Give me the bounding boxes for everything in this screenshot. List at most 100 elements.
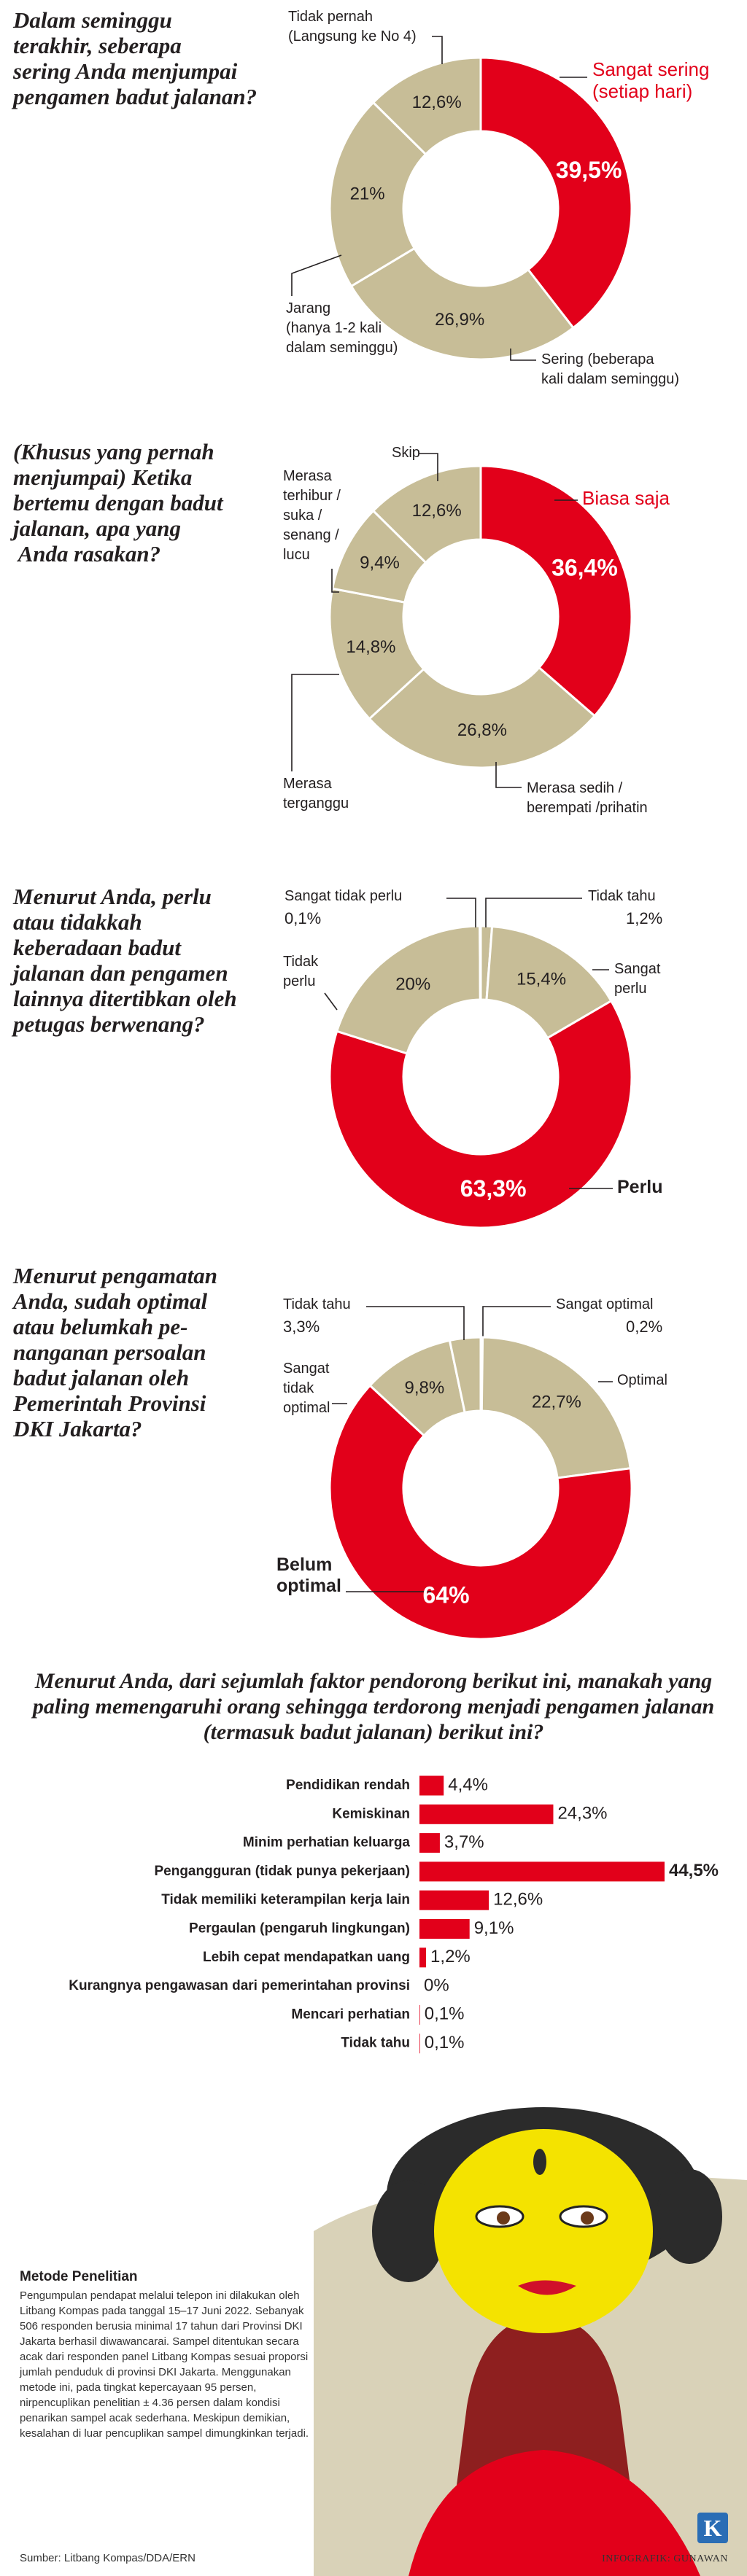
- value-label: 64%: [423, 1582, 470, 1608]
- bar-label: Lebih cepat mendapatkan uang: [203, 1950, 410, 1965]
- bar: [419, 2034, 420, 2054]
- slice-label: Sangat sering (setiap hari): [592, 58, 710, 102]
- donut-slice: [328, 587, 425, 720]
- logo: K: [697, 2513, 728, 2543]
- bar: [419, 1804, 554, 1824]
- bar-value-label: 3,7%: [444, 1832, 484, 1852]
- slice-label: Skip: [392, 445, 420, 461]
- bar-value-label: 0,1%: [425, 2004, 465, 2024]
- donut-slice: [480, 1336, 632, 1479]
- face: [434, 2129, 653, 2333]
- value-label: 9,4%: [360, 553, 400, 573]
- leader-line: [510, 349, 536, 361]
- value-label: 0,2%: [626, 1318, 663, 1336]
- bar-label: Kemiskinan: [332, 1806, 410, 1821]
- slice-label: Jarang (hanya 1-2 kali dalam seminggu): [286, 300, 398, 356]
- donut-slice: [479, 925, 482, 1001]
- hair-bun: [372, 2180, 445, 2282]
- donut-slice: [328, 101, 427, 288]
- slice-label: Tidak perlu: [283, 954, 319, 989]
- leader-line: [446, 898, 476, 927]
- bar-value-label: 4,4%: [448, 1775, 488, 1794]
- value-label: 12,6%: [412, 93, 462, 112]
- bar-chart-title: Menurut Anda, dari sejumlah faktor pendo…: [32, 1669, 715, 1744]
- pupil: [581, 2211, 594, 2225]
- leader-line: [432, 36, 443, 64]
- illustration: [314, 2107, 747, 2576]
- donut-slice: [371, 56, 482, 156]
- credit: INFOGRAFIK: GUNAWAN: [602, 2553, 728, 2564]
- value-label: 36,4%: [551, 555, 618, 581]
- mouth: [518, 2280, 576, 2295]
- value-label: 63,3%: [460, 1175, 527, 1202]
- bar: [419, 1775, 444, 1796]
- bar-label: Pendidikan rendah: [286, 1778, 410, 1793]
- bar-value-label: 24,3%: [557, 1804, 607, 1824]
- bar-label: Mencari perhatian: [291, 2007, 410, 2022]
- leader-line: [482, 1306, 551, 1339]
- slice-label: Belum optimal: [276, 1554, 341, 1596]
- value-label: 39,5%: [556, 157, 622, 183]
- bar: [419, 1833, 440, 1853]
- slice-label: Sangat optimal: [556, 1296, 654, 1312]
- value-label: 15,4%: [516, 970, 566, 989]
- slice-label: Sangat tidak perlu: [285, 888, 403, 904]
- hair-strand: [533, 2149, 546, 2175]
- slice-label: Sangat tidak optimal: [283, 1361, 330, 1416]
- leader-line: [291, 674, 339, 771]
- slice-label: Merasa terganggu: [283, 776, 349, 812]
- bar-value-label: 44,5%: [669, 1861, 719, 1880]
- donut-slice: [479, 56, 633, 330]
- donut-slice: [371, 464, 482, 564]
- bar-label: Tidak memiliki keterampilan kerja lain: [161, 1892, 410, 1907]
- leader-line: [324, 992, 338, 1011]
- slice-label: Tidak tahu: [283, 1296, 351, 1312]
- bar: [419, 1947, 427, 1968]
- question: Menurut Anda, perlu atau tidakkah kebera…: [13, 884, 237, 1037]
- bar-value-label: 1,2%: [430, 1947, 471, 1966]
- question: (Khusus yang pernah menjumpai) Ketika be…: [13, 439, 223, 567]
- value-label: 12,6%: [412, 501, 462, 521]
- slice-label: Biasa saja: [582, 487, 670, 509]
- slice-label: Tidak tahu: [588, 888, 656, 904]
- value-label: 14,8%: [346, 637, 395, 657]
- leader-line: [291, 254, 342, 296]
- bar: [419, 1861, 665, 1882]
- bar-value-label: 0,1%: [425, 2033, 465, 2052]
- value-label: 22,7%: [532, 1392, 581, 1412]
- bar-value-label: 9,1%: [474, 1918, 514, 1938]
- leader-line: [485, 898, 582, 927]
- leader-line: [419, 453, 438, 481]
- value-label: 0,1%: [285, 909, 322, 927]
- value-label: 21%: [350, 184, 385, 204]
- donut-slice: [335, 925, 481, 1055]
- slice-label: Perlu: [617, 1177, 663, 1197]
- value-label: 9,8%: [405, 1378, 445, 1398]
- bar: [419, 1919, 470, 1939]
- methodology-title: Metode Penelitian: [20, 2269, 138, 2284]
- slice-label: Merasa terhibur / suka / senang / lucu: [283, 468, 341, 563]
- donut-slice: [328, 1384, 633, 1641]
- question: Dalam seminggu terakhir, seberapa sering…: [13, 7, 258, 109]
- pupil: [497, 2211, 510, 2225]
- donut-slice: [448, 1336, 482, 1415]
- leader-line: [366, 1306, 465, 1340]
- value-label: 26,9%: [435, 310, 484, 330]
- donut-slice: [349, 246, 575, 361]
- bar-label: Minim perhatian keluarga: [243, 1835, 411, 1851]
- hair-bun: [657, 2169, 722, 2264]
- donut-slice: [485, 925, 613, 1040]
- slice-label: Tidak pernah (Langsung ke No 4): [288, 9, 417, 44]
- slice-label: Merasa sedih / berempati /prihatin: [527, 780, 648, 816]
- bar-label: Pengangguran (tidak punya pekerjaan): [154, 1864, 410, 1879]
- question: Menurut pengamatan Anda, sudah optimal a…: [13, 1263, 217, 1441]
- value-label: 26,8%: [457, 720, 507, 740]
- dress-skirt: [409, 2450, 700, 2576]
- slice-label: Optimal: [617, 1372, 667, 1388]
- leader-line: [495, 762, 522, 788]
- bar-value-label: 12,6%: [493, 1890, 543, 1910]
- source: Sumber: Litbang Kompas/DDA/ERN: [20, 2552, 196, 2564]
- value-label: 20%: [395, 974, 430, 994]
